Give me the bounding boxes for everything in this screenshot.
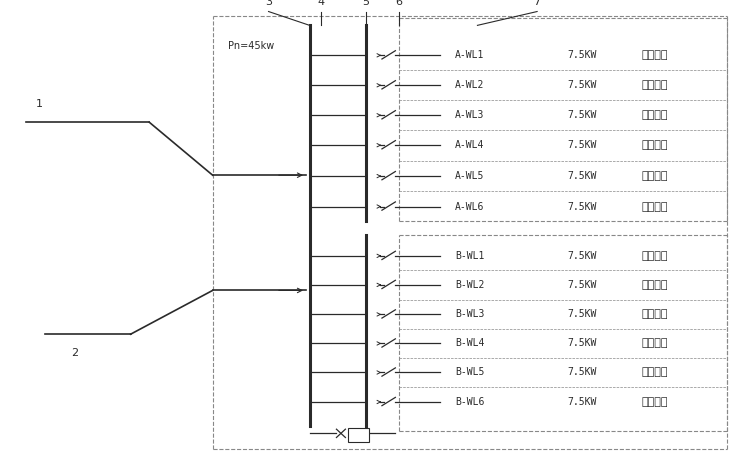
Text: B-WL6: B-WL6 xyxy=(455,397,484,407)
Text: 2: 2 xyxy=(71,348,78,358)
Text: 双重互锁: 双重互锁 xyxy=(642,201,668,212)
Text: 5: 5 xyxy=(362,0,369,7)
Text: 7.5KW: 7.5KW xyxy=(567,280,596,290)
Text: B-WL2: B-WL2 xyxy=(455,280,484,290)
Text: A-WL5: A-WL5 xyxy=(455,171,484,181)
Text: B-WL5: B-WL5 xyxy=(455,367,484,378)
Text: 双重互锁: 双重互锁 xyxy=(642,171,668,181)
Text: 4: 4 xyxy=(317,0,325,7)
Text: 1: 1 xyxy=(36,99,43,109)
Text: 双重互锁: 双重互锁 xyxy=(642,80,668,90)
Text: 双重互锁: 双重互锁 xyxy=(642,140,668,150)
Text: Pn=45kw: Pn=45kw xyxy=(228,41,274,51)
Text: 7.5KW: 7.5KW xyxy=(567,50,596,60)
Text: 7.5KW: 7.5KW xyxy=(567,309,596,319)
Text: A-WL6: A-WL6 xyxy=(455,201,484,212)
Text: 7.5KW: 7.5KW xyxy=(567,251,596,261)
Text: 7.5KW: 7.5KW xyxy=(567,110,596,120)
Text: B-WL3: B-WL3 xyxy=(455,309,484,319)
Text: 双重互锁: 双重互锁 xyxy=(642,397,668,407)
Text: 双重互锁: 双重互锁 xyxy=(642,367,668,378)
Text: A-WL4: A-WL4 xyxy=(455,140,484,150)
Text: 7.5KW: 7.5KW xyxy=(567,80,596,90)
Text: 7.5KW: 7.5KW xyxy=(567,171,596,181)
Text: B-WL1: B-WL1 xyxy=(455,251,484,261)
Text: A-WL1: A-WL1 xyxy=(455,50,484,60)
FancyBboxPatch shape xyxy=(348,428,369,442)
Text: B-WL4: B-WL4 xyxy=(455,338,484,349)
Text: 双重互锁: 双重互锁 xyxy=(642,309,668,319)
Text: A-WL3: A-WL3 xyxy=(455,110,484,120)
Text: 双重互锁: 双重互锁 xyxy=(642,280,668,290)
Text: A-WL2: A-WL2 xyxy=(455,80,484,90)
Text: 双重互锁: 双重互锁 xyxy=(642,251,668,261)
Text: 7.5KW: 7.5KW xyxy=(567,367,596,378)
Text: 7.5KW: 7.5KW xyxy=(567,338,596,349)
Text: 双重互锁: 双重互锁 xyxy=(642,110,668,120)
Text: 6: 6 xyxy=(395,0,403,7)
Text: 7: 7 xyxy=(533,0,541,7)
Text: 7.5KW: 7.5KW xyxy=(567,140,596,150)
Text: 双重互锁: 双重互锁 xyxy=(642,50,668,60)
Text: 7.5KW: 7.5KW xyxy=(567,397,596,407)
Text: 3: 3 xyxy=(265,0,272,7)
Text: 7.5KW: 7.5KW xyxy=(567,201,596,212)
Text: 双重互锁: 双重互锁 xyxy=(642,338,668,349)
